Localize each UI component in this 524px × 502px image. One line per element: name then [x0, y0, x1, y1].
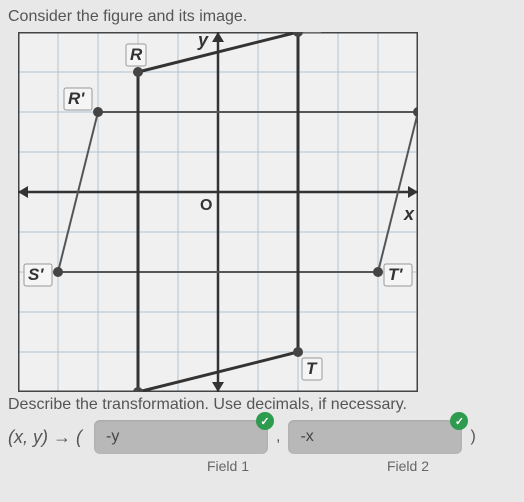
svg-text:T: T	[306, 359, 318, 378]
svg-text:T': T'	[388, 265, 403, 284]
field-2-label: Field 2	[358, 458, 458, 474]
field-2-value: -x	[300, 428, 313, 445]
field-1-label: Field 1	[178, 458, 278, 474]
svg-text:R': R'	[68, 89, 85, 108]
coordinate-graph: OxyRSTUR'U'T'S'	[18, 32, 418, 392]
svg-text:y: y	[197, 32, 209, 50]
svg-text:R: R	[130, 45, 143, 64]
field-1-value: -y	[106, 428, 119, 445]
check-icon: ✓	[256, 412, 274, 430]
field-2-input[interactable]: -x ✓	[288, 420, 462, 454]
svg-text:O: O	[200, 197, 212, 214]
close-paren: )	[470, 428, 475, 446]
svg-text:S': S'	[28, 265, 44, 284]
field-1-input[interactable]: -y ✓	[94, 420, 268, 454]
answer-row: (x, y) → ( -y ✓ , -x ✓ )	[8, 420, 516, 454]
prompt-text: Consider the figure and its image.	[8, 8, 516, 26]
field-labels-row: Field 1 Field 2	[8, 458, 516, 474]
check-icon: ✓	[450, 412, 468, 430]
mapping-prefix: (x, y) → (	[8, 427, 82, 448]
comma-separator: ,	[276, 428, 280, 446]
svg-text:x: x	[403, 204, 415, 224]
